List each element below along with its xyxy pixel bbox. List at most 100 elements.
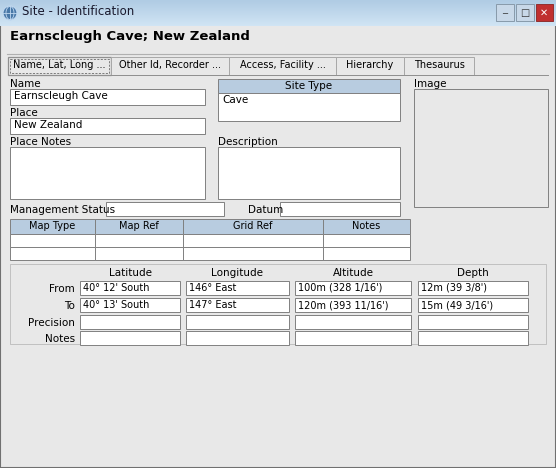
Bar — [295, 331, 411, 345]
Text: 147° East: 147° East — [189, 300, 236, 310]
Bar — [2, 26, 554, 54]
Text: Map Ref: Map Ref — [119, 221, 159, 231]
Bar — [0, 5, 556, 6]
Text: Other Id, Recorder ...: Other Id, Recorder ... — [119, 60, 221, 70]
Bar — [10, 59, 109, 73]
Bar — [0, 11, 556, 12]
Text: Place: Place — [10, 108, 38, 118]
Bar — [295, 298, 411, 312]
Bar — [80, 331, 180, 345]
Text: Access, Facility ...: Access, Facility ... — [240, 60, 325, 70]
Bar — [0, 4, 556, 5]
Text: To: To — [64, 301, 75, 311]
Bar — [0, 21, 556, 22]
Bar — [95, 219, 183, 234]
Bar — [10, 219, 95, 234]
Bar — [0, 1, 556, 2]
Bar — [218, 147, 400, 199]
Bar — [0, 13, 556, 14]
Bar — [10, 89, 205, 105]
Bar — [0, 0, 556, 1]
Bar — [0, 18, 556, 19]
Bar — [95, 234, 183, 247]
Bar — [95, 247, 183, 260]
Bar — [323, 234, 410, 247]
Bar — [323, 247, 410, 260]
Bar — [186, 298, 289, 312]
Bar — [0, 8, 556, 9]
Text: Place Notes: Place Notes — [10, 137, 71, 147]
Text: ✕: ✕ — [540, 8, 548, 18]
Text: 15m (49 3/16'): 15m (49 3/16') — [421, 300, 493, 310]
Bar — [295, 315, 411, 329]
Bar — [80, 298, 180, 312]
Bar — [418, 331, 528, 345]
Text: Notes: Notes — [45, 334, 75, 344]
Bar — [0, 6, 556, 7]
Bar — [229, 57, 336, 75]
Bar — [0, 24, 556, 25]
Bar — [10, 264, 546, 344]
Text: From: From — [49, 284, 75, 294]
Bar — [323, 219, 410, 234]
Bar — [280, 202, 400, 216]
Text: Name, Lat, Long ...: Name, Lat, Long ... — [13, 60, 106, 70]
Text: □: □ — [520, 8, 530, 18]
Text: 12m (39 3/8'): 12m (39 3/8') — [421, 283, 487, 293]
Text: Description: Description — [218, 137, 278, 147]
Text: Latitude: Latitude — [108, 268, 151, 278]
Bar — [218, 79, 400, 93]
Bar — [10, 118, 205, 134]
Bar — [183, 234, 323, 247]
Text: Notes: Notes — [353, 221, 381, 231]
Bar — [0, 9, 556, 10]
Text: 146° East: 146° East — [189, 283, 236, 293]
Text: Management Status: Management Status — [10, 205, 115, 215]
Circle shape — [3, 6, 17, 20]
Text: Altitude: Altitude — [332, 268, 374, 278]
Bar — [496, 4, 514, 21]
Bar — [0, 19, 556, 20]
Bar — [0, 16, 556, 17]
Bar — [414, 89, 548, 207]
Bar — [0, 20, 556, 21]
Text: Depth: Depth — [457, 268, 489, 278]
Bar — [8, 57, 111, 75]
Text: Image: Image — [414, 79, 446, 89]
Bar — [0, 2, 556, 3]
Text: Longitude: Longitude — [211, 268, 264, 278]
Bar — [0, 25, 556, 26]
Bar — [0, 23, 556, 24]
Bar — [536, 4, 553, 21]
Text: Earnscleugh Cave: Earnscleugh Cave — [14, 91, 108, 101]
Bar — [106, 202, 224, 216]
Text: Site Type: Site Type — [285, 81, 332, 91]
Bar — [418, 281, 528, 295]
Text: Datum: Datum — [248, 205, 283, 215]
Text: 100m (328 1/16'): 100m (328 1/16') — [298, 283, 383, 293]
Bar — [0, 15, 556, 16]
Bar — [0, 7, 556, 8]
Text: 40° 13' South: 40° 13' South — [83, 300, 150, 310]
Text: 40° 12' South: 40° 12' South — [83, 283, 150, 293]
Bar — [295, 281, 411, 295]
Text: Cave: Cave — [222, 95, 248, 105]
Bar — [183, 247, 323, 260]
Text: Precision: Precision — [28, 318, 75, 328]
Bar — [336, 57, 404, 75]
Text: Grid Ref: Grid Ref — [234, 221, 272, 231]
Text: Site - Identification: Site - Identification — [22, 5, 134, 18]
Bar — [0, 14, 556, 15]
Bar — [418, 298, 528, 312]
Text: New Zealand: New Zealand — [14, 120, 82, 130]
Bar — [186, 331, 289, 345]
Bar — [0, 22, 556, 23]
Bar — [0, 10, 556, 11]
Text: ─: ─ — [503, 8, 508, 17]
Bar — [183, 219, 323, 234]
Bar — [10, 147, 205, 199]
Text: Name: Name — [10, 79, 41, 89]
Bar — [0, 17, 556, 18]
Bar — [516, 4, 534, 21]
Bar — [0, 3, 556, 4]
